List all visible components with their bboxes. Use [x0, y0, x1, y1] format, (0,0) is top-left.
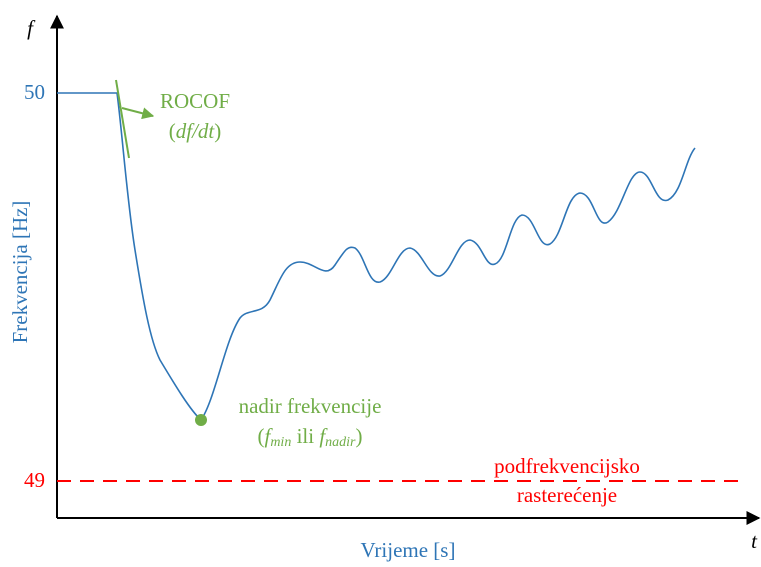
text-run: nadir: [325, 435, 356, 450]
text-run: min: [270, 435, 291, 450]
text-run: df/dt: [176, 119, 216, 143]
text-run: ): [356, 424, 363, 448]
tick-label: 49: [24, 468, 45, 492]
rocof-formula: (df/dt): [169, 119, 222, 143]
y-symbol: f: [27, 16, 36, 40]
nadir-formula: (fmin ili fnadir): [257, 424, 362, 450]
text-run: f: [264, 424, 273, 448]
x-symbol: t: [751, 529, 758, 553]
shedding-label: rasterećenje: [517, 483, 617, 507]
tangent-line: [115, 79, 130, 159]
text-run: ili: [291, 424, 319, 448]
text-run: (: [169, 119, 176, 143]
text-run: f: [319, 424, 328, 448]
rocof-title: ROCOF: [160, 89, 230, 113]
text-run: ): [214, 119, 221, 143]
tick-label: 50: [24, 80, 45, 104]
rocof-arrow: [121, 107, 155, 120]
frequency-curve: [57, 92, 696, 422]
shedding-label: podfrekvencijsko: [494, 454, 640, 478]
x-label: Vrijeme [s]: [361, 538, 456, 562]
nadir-point: [195, 414, 207, 426]
text-run: (: [257, 424, 264, 448]
y-label: Frekvencija [Hz]: [8, 201, 32, 344]
nadir-title: nadir frekvencije: [239, 394, 382, 418]
